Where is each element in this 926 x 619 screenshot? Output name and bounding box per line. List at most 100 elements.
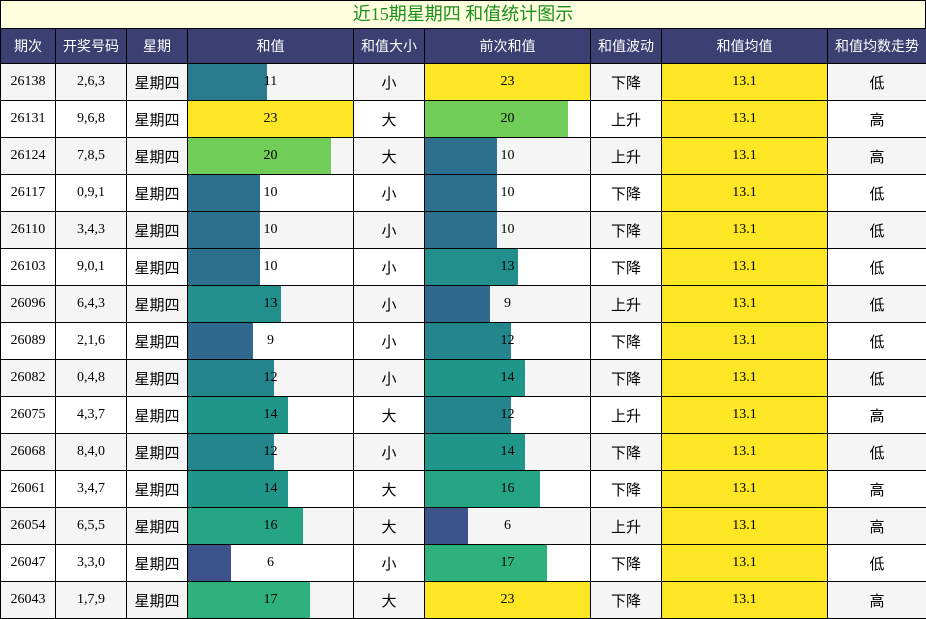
numbers-cell: 3,4,7	[55, 470, 127, 508]
header-avg-trend: 和值均数走势	[827, 28, 926, 64]
table-row: 26047 3,3,0 星期四 6 小 17 下降 13.1 低	[0, 544, 926, 582]
table-row: 26124 7,8,5 星期四 20 大 10 上升 13.1 高	[0, 137, 926, 175]
avg-trend-cell: 高	[827, 581, 926, 619]
header-prev-sum: 前次和值	[424, 28, 591, 64]
prev-sum-label: 14	[500, 370, 515, 385]
prev-sum-label: 10	[500, 185, 515, 200]
numbers-cell: 6,5,5	[55, 507, 127, 545]
avg-trend-cell: 低	[827, 211, 926, 249]
table-row: 26110 3,4,3 星期四 10 小 10 下降 13.1 低	[0, 211, 926, 249]
weekday-cell: 星期四	[126, 63, 188, 101]
table-row: 26054 6,5,5 星期四 16 大 6 上升 13.1 高	[0, 507, 926, 545]
trend-cell: 下降	[590, 544, 662, 582]
prev-sum-bar	[425, 286, 490, 322]
prev-sum-cell: 16	[424, 470, 591, 508]
issue-cell: 26124	[0, 137, 56, 175]
prev-sum-bar	[425, 360, 526, 396]
size-cell: 小	[353, 174, 425, 212]
sum-cell: 11	[187, 63, 354, 101]
sum-cell: 12	[187, 433, 354, 471]
sum-bar	[188, 360, 275, 396]
table-row: 26096 6,4,3 星期四 13 小 9 上升 13.1 低	[0, 285, 926, 323]
prev-sum-cell: 23	[424, 63, 591, 101]
prev-sum-bar	[425, 101, 569, 137]
avg-cell: 13.1	[661, 544, 828, 582]
trend-cell: 下降	[590, 248, 662, 286]
avg-trend-cell: 高	[827, 507, 926, 545]
avg-trend-cell: 低	[827, 63, 926, 101]
avg-trend-cell: 低	[827, 174, 926, 212]
numbers-cell: 3,3,0	[55, 544, 127, 582]
table-row: 26075 4,3,7 星期四 14 大 12 上升 13.1 高	[0, 396, 926, 434]
avg-trend-cell: 低	[827, 359, 926, 397]
trend-cell: 上升	[590, 285, 662, 323]
sum-label: 10	[263, 259, 278, 274]
avg-cell: 13.1	[661, 137, 828, 175]
header-avg: 和值均值	[661, 28, 828, 64]
sum-bar	[188, 471, 289, 507]
avg-cell: 13.1	[661, 211, 828, 249]
avg-cell: 13.1	[661, 396, 828, 434]
issue-cell: 26068	[0, 433, 56, 471]
sum-label: 12	[263, 370, 278, 385]
trend-cell: 上升	[590, 507, 662, 545]
weekday-cell: 星期四	[126, 396, 188, 434]
avg-trend-cell: 高	[827, 470, 926, 508]
size-cell: 小	[353, 433, 425, 471]
weekday-cell: 星期四	[126, 211, 188, 249]
chart-title: 近15期星期四 和值统计图示	[0, 0, 926, 29]
avg-trend-cell: 低	[827, 248, 926, 286]
prev-sum-cell: 20	[424, 100, 591, 138]
header-issue: 期次	[0, 28, 56, 64]
weekday-cell: 星期四	[126, 322, 188, 360]
avg-cell: 13.1	[661, 433, 828, 471]
avg-trend-cell: 高	[827, 396, 926, 434]
prev-sum-cell: 23	[424, 581, 591, 619]
issue-cell: 26131	[0, 100, 56, 138]
sum-label: 16	[263, 518, 278, 533]
sum-label: 23	[263, 111, 278, 126]
prev-sum-cell: 9	[424, 285, 591, 323]
issue-cell: 26138	[0, 63, 56, 101]
header-trend: 和值波动	[590, 28, 662, 64]
sum-cell: 13	[187, 285, 354, 323]
issue-cell: 26089	[0, 322, 56, 360]
prev-sum-bar	[425, 508, 469, 544]
table-row: 26043 1,7,9 星期四 17 大 23 下降 13.1 高	[0, 581, 926, 619]
prev-sum-cell: 6	[424, 507, 591, 545]
prev-sum-bar	[425, 545, 547, 581]
avg-cell: 13.1	[661, 322, 828, 360]
numbers-cell: 3,4,3	[55, 211, 127, 249]
weekday-cell: 星期四	[126, 137, 188, 175]
trend-cell: 下降	[590, 359, 662, 397]
size-cell: 大	[353, 396, 425, 434]
table-row: 26138 2,6,3 星期四 11 小 23 下降 13.1 低	[0, 63, 926, 101]
size-cell: 大	[353, 581, 425, 619]
size-cell: 小	[353, 248, 425, 286]
size-cell: 小	[353, 285, 425, 323]
prev-sum-bar	[425, 471, 540, 507]
weekday-cell: 星期四	[126, 285, 188, 323]
weekday-cell: 星期四	[126, 470, 188, 508]
numbers-cell: 7,8,5	[55, 137, 127, 175]
prev-sum-bar	[425, 212, 497, 248]
prev-sum-label: 23	[500, 592, 515, 607]
numbers-cell: 9,6,8	[55, 100, 127, 138]
size-cell: 小	[353, 211, 425, 249]
weekday-cell: 星期四	[126, 433, 188, 471]
issue-cell: 26110	[0, 211, 56, 249]
sum-cell: 20	[187, 137, 354, 175]
numbers-cell: 8,4,0	[55, 433, 127, 471]
avg-trend-cell: 高	[827, 100, 926, 138]
numbers-cell: 0,9,1	[55, 174, 127, 212]
prev-sum-label: 10	[500, 148, 515, 163]
header-weekday: 星期	[126, 28, 188, 64]
numbers-cell: 4,3,7	[55, 396, 127, 434]
sum-cell: 12	[187, 359, 354, 397]
issue-cell: 26075	[0, 396, 56, 434]
prev-sum-bar	[425, 323, 512, 359]
sum-bar	[188, 545, 232, 581]
table-row: 26131 9,6,8 星期四 23 大 20 上升 13.1 高	[0, 100, 926, 138]
avg-trend-cell: 低	[827, 433, 926, 471]
